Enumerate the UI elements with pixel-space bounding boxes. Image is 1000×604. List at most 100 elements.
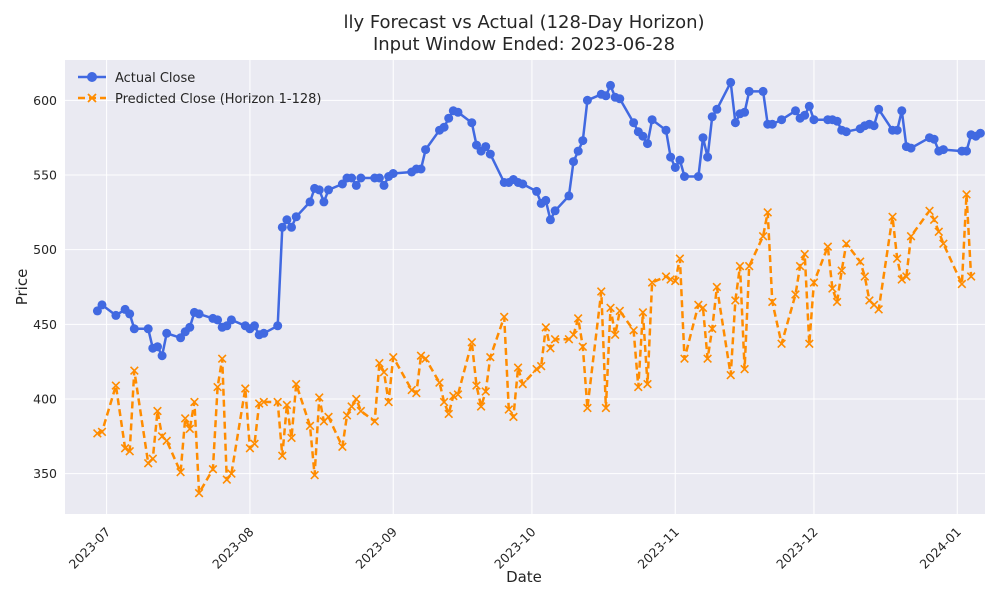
predicted-close-point [111,381,121,390]
predicted-close-point [758,231,768,241]
actual-close-point [638,131,648,141]
predicted-close-point [888,212,897,222]
predicted-close-point [227,469,236,479]
actual-close-point [129,324,139,334]
y-tick-label: 550 [33,167,57,182]
predicted-close-point [763,207,773,217]
actual-close-point [744,86,754,96]
predicted-close-point [277,451,287,461]
actual-close-point [319,197,329,207]
actual-close-point [416,164,426,174]
predicted-close-point [957,279,967,289]
legend: Actual Close Predicted Close (Horizon 1-… [78,71,321,107]
predicted-close-point [661,272,671,281]
actual-close-point [869,121,879,131]
actual-close-point [897,106,907,116]
actual-close-point [213,315,223,325]
predicted-close-point [351,394,361,404]
predicted-close-point [162,436,172,446]
actual-close-point [643,139,652,149]
predicted-close-point [874,305,884,314]
actual-close-point [439,122,449,132]
predicted-close-point [795,261,805,271]
actual-close-point [777,115,787,125]
predicted-close-point [726,370,736,380]
predicted-close-point [148,454,158,464]
predicted-close-point [435,378,444,387]
predicted-close-point [966,272,976,281]
predicted-close-point [906,231,916,241]
predicted-close-point [194,488,204,498]
predicted-close-point [338,442,347,452]
actual-close-point [351,180,361,190]
actual-close-point [962,146,971,156]
predicted-close-point [804,339,814,349]
actual-close-point [273,321,283,331]
actual-close-point [578,136,588,146]
predicted-close-point [823,242,833,252]
predicted-close-point [120,443,130,453]
predicted-close-point [208,464,218,474]
actual-close-point [975,128,985,138]
predicted-close-point [324,412,333,422]
actual-close-point [758,86,768,96]
x-axis-label: Date [506,568,542,586]
actual-close-point [481,142,491,152]
actual-close-point [162,328,172,338]
predicted-close-point [180,414,190,423]
predicted-close-point [476,402,486,411]
actual-close-point [532,186,542,196]
actual-close-point [740,107,750,117]
actual-close-point [767,119,777,129]
actual-close-point [791,106,800,116]
actual-close-point [874,104,884,114]
y-tick-label: 450 [33,317,57,332]
actual-close-point [379,180,389,190]
actual-close-point [185,322,195,332]
actual-close-point [541,195,551,205]
predicted-close-point [855,257,865,266]
predicted-close-point [638,308,648,317]
predicted-close-point [444,409,454,419]
predicted-close-point [485,352,495,362]
chart-subtitle: Input Window Ended: 2023-06-28 [373,34,675,55]
predicted-close-point [342,411,352,420]
actual-close-point [698,133,708,143]
actual-close-point [444,113,454,123]
predicted-close-point [832,297,842,307]
predicted-close-point [569,330,578,340]
actual-close-point [693,172,703,181]
predicted-close-point [379,367,389,377]
predicted-close-point [546,343,555,353]
actual-close-point [800,110,810,120]
predicted-close-point [407,385,417,395]
actual-close-point [111,310,121,320]
actual-close-point [467,118,477,128]
predicted-close-point [740,364,749,374]
actual-close-point [143,324,153,334]
predicted-close-point [615,306,625,316]
predicted-close-point [347,402,356,411]
predicted-close-point [601,403,611,413]
predicted-close-point [532,364,541,374]
predicted-close-point [860,272,870,281]
predicted-close-point [222,475,232,485]
predicted-close-point [356,406,366,416]
actual-close-point [153,342,162,352]
actual-close-point [573,146,583,156]
predicted-close-point [305,421,315,431]
y-tick-label: 600 [33,93,57,108]
predicted-close-point [735,261,745,271]
actual-close-point [453,107,463,117]
actual-close-point [601,91,611,101]
predicted-close-point [217,354,227,364]
legend-predicted-marker [87,93,97,103]
predicted-close-point [800,249,810,259]
actual-close-point [929,134,939,144]
actual-close-point [550,206,560,216]
actual-close-point [97,300,107,310]
actual-close-point [324,185,333,195]
actual-close-point [226,315,236,325]
predicted-close-point [730,296,740,305]
predicted-close-point [934,227,944,237]
